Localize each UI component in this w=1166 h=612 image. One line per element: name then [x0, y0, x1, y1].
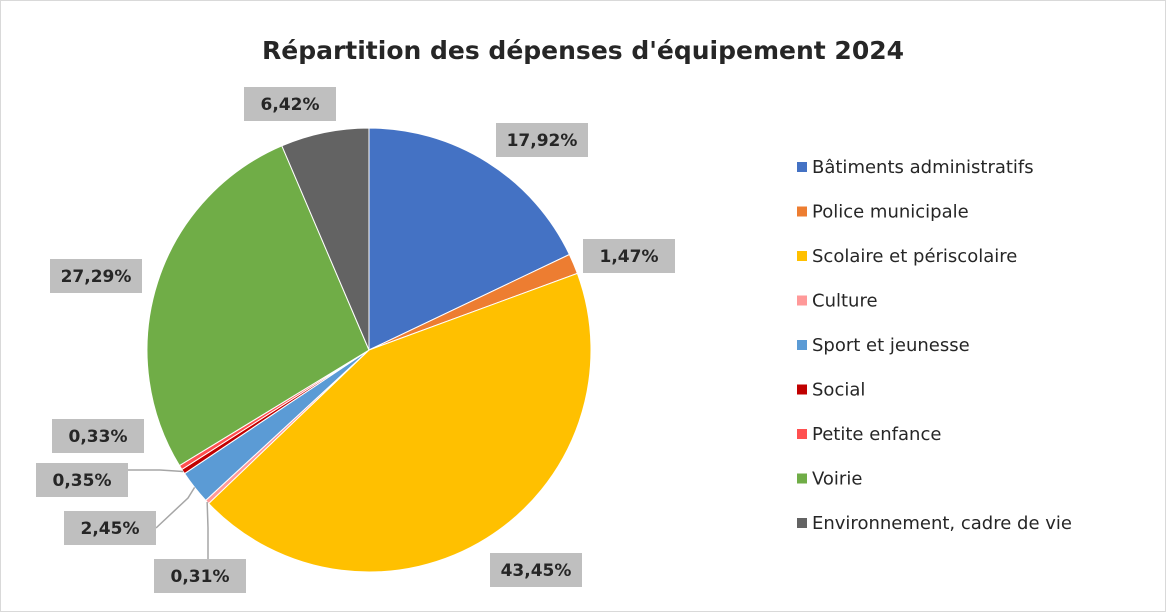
legend-swatch	[797, 384, 807, 395]
data-label-box	[583, 239, 675, 273]
leader-line	[155, 486, 196, 529]
legend-label: Bâtiments administratifs	[812, 157, 1034, 178]
data-label-box	[50, 259, 142, 293]
legend-label: Environnement, cadre de vie	[812, 513, 1072, 534]
data-label-box	[490, 553, 582, 587]
data-label: 27,29%	[61, 267, 132, 287]
leader-line	[206, 501, 209, 559]
pie-slice	[207, 272, 592, 573]
legend-swatch	[797, 429, 807, 439]
data-label: 2,45%	[81, 519, 140, 539]
legend-swatch	[797, 340, 807, 350]
legend-swatch	[797, 473, 807, 484]
data-label: 6,42%	[261, 95, 320, 115]
data-label: 17,92%	[507, 131, 578, 151]
data-label-box	[36, 463, 128, 497]
legend-label: Culture	[812, 291, 878, 312]
data-label: 0,33%	[69, 427, 128, 447]
data-label: 1,47%	[600, 247, 659, 267]
data-label-box	[154, 559, 246, 593]
data-label: 43,45%	[501, 561, 572, 581]
pie-slice	[146, 145, 370, 467]
legend-label: Scolaire et périscolaire	[812, 246, 1017, 267]
legend-label: Social	[812, 380, 865, 401]
legend-label: Police municipale	[812, 202, 969, 223]
data-label: 0,35%	[53, 471, 112, 491]
legend-swatch	[797, 206, 807, 217]
pie-slice	[368, 127, 571, 351]
legend-label: Sport et jeunesse	[812, 335, 970, 356]
legend-swatch	[797, 162, 807, 172]
data-label-box	[52, 419, 144, 453]
data-label-box	[244, 87, 336, 121]
legend-swatch	[797, 518, 807, 528]
legend-label: Petite enfance	[812, 424, 941, 445]
leader-line	[128, 469, 184, 473]
data-label: 0,31%	[171, 567, 230, 587]
legend-swatch	[797, 251, 807, 261]
data-label-box	[64, 511, 156, 545]
chart-title: Répartition des dépenses d'équipement 20…	[262, 36, 904, 65]
legend-swatch	[797, 295, 807, 306]
pie-slice	[281, 127, 370, 351]
legend-label: Voirie	[812, 469, 862, 490]
data-label-box	[496, 123, 588, 157]
